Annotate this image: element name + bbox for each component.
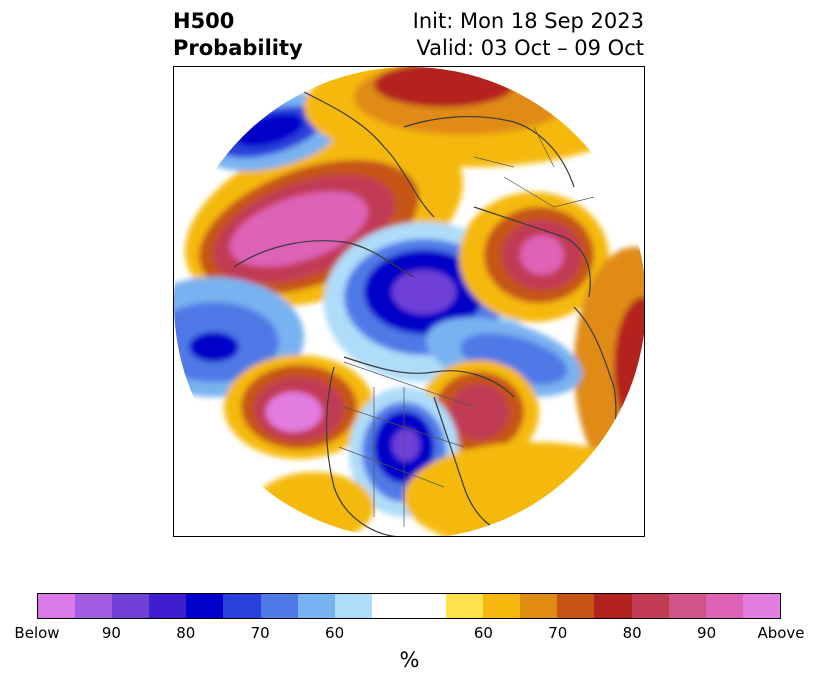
title-type: Probability [173,36,303,60]
colorbar-tick-label: 90 [697,624,717,642]
colorbar-swatch [705,594,743,618]
init-date: Init: Mon 18 Sep 2023 [412,9,644,33]
colorbar-swatch [520,594,558,618]
colorbar-swatch [668,594,706,618]
colorbar-tick-label: 70 [250,624,270,642]
colorbar-swatch [38,594,76,618]
colorbar-label: % [399,648,420,672]
colorbar-swatch [631,594,669,618]
title-left: H500 Probability [173,8,303,62]
colorbar-tick-label: 60 [325,624,345,642]
colorbar-tick-label: Above [757,624,805,642]
anomaly-above-east-canada [419,360,539,464]
colorbar-swatch [446,594,484,618]
colorbar-ticks: Below 90 80 70 60 60 70 80 90 Above [0,624,819,644]
anomaly-above-alaska [224,355,374,459]
colorbar-swatch [371,594,447,618]
colorbar-swatch [223,594,261,618]
probability-map [174,67,644,536]
colorbar-swatch [742,594,780,618]
colorbar-swatch [75,594,113,618]
colorbar-tick-label: 60 [473,624,493,642]
colorbar-swatch [483,594,521,618]
colorbar-swatch [297,594,335,618]
colorbar-swatch [260,594,298,618]
colorbar-swatch [594,594,632,618]
colorbar [37,593,781,619]
anomaly-above-europe [459,192,609,322]
colorbar-swatch [557,594,595,618]
coastlines [233,91,617,536]
map-panel [173,66,645,537]
colorbar-swatch [112,594,150,618]
valid-range: Valid: 03 Oct – 09 Oct [416,36,644,60]
colorbar-tick-label: Below [14,624,60,642]
colorbar-swatch [334,594,372,618]
colorbar-swatch [149,594,187,618]
colorbar-tick-label: 70 [548,624,568,642]
colorbar-tick-label: 90 [101,624,121,642]
title-right: Init: Mon 18 Sep 2023 Valid: 03 Oct – 09… [413,8,644,62]
colorbar-swatch [186,594,224,618]
borders [338,126,595,527]
title-variable: H500 [173,9,235,33]
colorbar-tick-label: 80 [176,624,196,642]
colorbar-tick-label: 80 [622,624,642,642]
